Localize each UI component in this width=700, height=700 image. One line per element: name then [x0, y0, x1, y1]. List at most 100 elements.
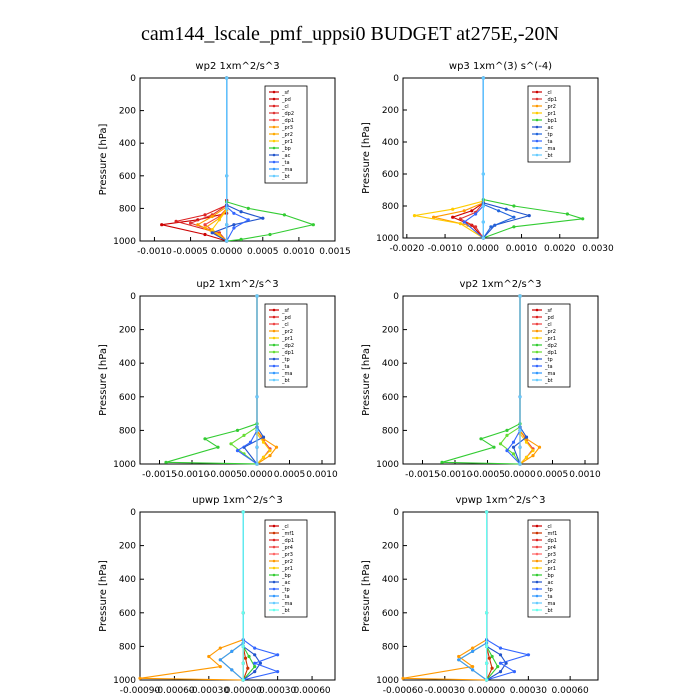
panel-5: upwp 1xm^2/s^3 Pressure [hPa] 0 200 400 600 80…	[98, 495, 336, 696]
legend-marker	[535, 132, 539, 136]
legend-entry: _dp1	[281, 118, 294, 124]
legend-marker	[272, 364, 276, 368]
legend-marker	[272, 573, 276, 577]
panel-1: wp2 1xm^2/s^3 Pressure [hPa] 0 200 400 600 800…	[98, 61, 351, 257]
x-tick-label: 0.00000	[468, 686, 505, 696]
legend-entry: _pr1	[544, 336, 556, 342]
y-tick-label: 800	[119, 642, 136, 652]
legend-marker	[272, 524, 276, 528]
data-point	[248, 440, 253, 444]
legend-entry: _ac	[544, 580, 554, 586]
data-point	[487, 656, 491, 660]
legend-marker	[272, 587, 276, 591]
data-point	[518, 294, 522, 298]
legend-marker	[272, 531, 276, 535]
series-line	[226, 78, 250, 242]
data-point	[230, 668, 234, 672]
legend-entry: _dp1	[281, 538, 294, 544]
legend-entry: _bt	[544, 608, 553, 614]
series-ta	[225, 76, 250, 243]
series-line	[506, 296, 521, 465]
legend-marker	[535, 371, 539, 375]
legend-marker	[272, 132, 276, 136]
series-line	[242, 512, 262, 681]
data-point	[241, 510, 245, 514]
legend-entry: _bt	[544, 153, 553, 159]
legend-marker	[535, 601, 539, 605]
panel-title: vpwp 1xm^2/s^3	[455, 495, 545, 506]
legend-entry: _sf	[544, 308, 552, 314]
data-point	[217, 218, 221, 222]
series-line	[402, 512, 488, 681]
legend-marker	[272, 357, 276, 361]
data-point	[203, 232, 207, 237]
y-axis-label: Pressure [hPa]	[361, 122, 372, 194]
legend-marker	[535, 104, 539, 108]
y-tick-label: 0	[130, 74, 136, 84]
series-ta	[505, 294, 522, 466]
series-line	[219, 512, 244, 681]
data-point	[218, 658, 222, 662]
legend-entry: _dp1	[544, 97, 557, 103]
legend-entry: _mf1	[281, 531, 294, 537]
series-line	[486, 512, 507, 681]
series-dp1	[458, 76, 485, 240]
data-point	[261, 440, 266, 444]
legend-marker	[535, 545, 539, 549]
y-axis-label: Pressure [hPa]	[98, 124, 109, 196]
series-pr3	[196, 76, 229, 243]
x-tick-label: 0.0010	[506, 244, 538, 254]
data-point	[232, 223, 236, 227]
data-point	[512, 225, 516, 229]
legend-marker	[535, 357, 539, 361]
panel-6: vpwp 1xm^2/s^3 Pressure [hPa] 0 200 400 600 80…	[361, 495, 599, 696]
legend-entry: _dp1	[544, 538, 557, 544]
data-point	[207, 654, 211, 659]
data-point	[481, 236, 485, 240]
legend-entry: _dp1	[544, 350, 557, 356]
x-tick-label: -0.0005	[207, 470, 242, 480]
x-tick-label: -0.0015	[142, 470, 177, 480]
data-point	[225, 223, 229, 227]
y-tick-label: 200	[119, 542, 136, 552]
series-line	[451, 78, 484, 239]
data-point	[531, 449, 535, 453]
legend-marker	[272, 104, 276, 108]
data-point	[276, 653, 280, 657]
data-point	[505, 449, 509, 453]
data-point	[242, 433, 246, 437]
data-point	[485, 678, 489, 682]
y-tick-label: 400	[119, 575, 136, 585]
legend-marker	[272, 322, 276, 326]
data-point	[512, 204, 516, 208]
data-point	[518, 462, 522, 466]
series-bt	[485, 510, 489, 682]
legend-entry: _cl	[544, 90, 552, 96]
y-axis-label: Pressure [hPa]	[361, 344, 372, 416]
legend-entry: _sf	[281, 308, 289, 314]
legend-marker	[535, 125, 539, 129]
data-point	[401, 676, 405, 680]
data-point	[261, 455, 266, 459]
data-point	[225, 174, 229, 178]
legend-marker	[272, 552, 276, 556]
series-line	[463, 78, 484, 239]
legend-marker	[272, 371, 276, 375]
series-bt	[518, 294, 522, 466]
data-point	[471, 665, 475, 669]
data-point	[481, 204, 485, 208]
series-ta	[462, 76, 485, 240]
y-tick-label: 0	[130, 508, 136, 518]
data-point	[498, 670, 503, 674]
data-point	[247, 654, 251, 659]
y-tick-label: 400	[119, 139, 136, 149]
legend-entry: _pr2	[544, 104, 556, 110]
data-point	[261, 216, 265, 220]
data-point	[253, 661, 257, 665]
x-tick-label: 0.0010	[569, 470, 601, 480]
legend-entry: _bp	[281, 573, 291, 579]
x-tick-label: -0.0010	[175, 470, 210, 480]
data-point	[490, 666, 494, 670]
data-point	[253, 665, 257, 669]
